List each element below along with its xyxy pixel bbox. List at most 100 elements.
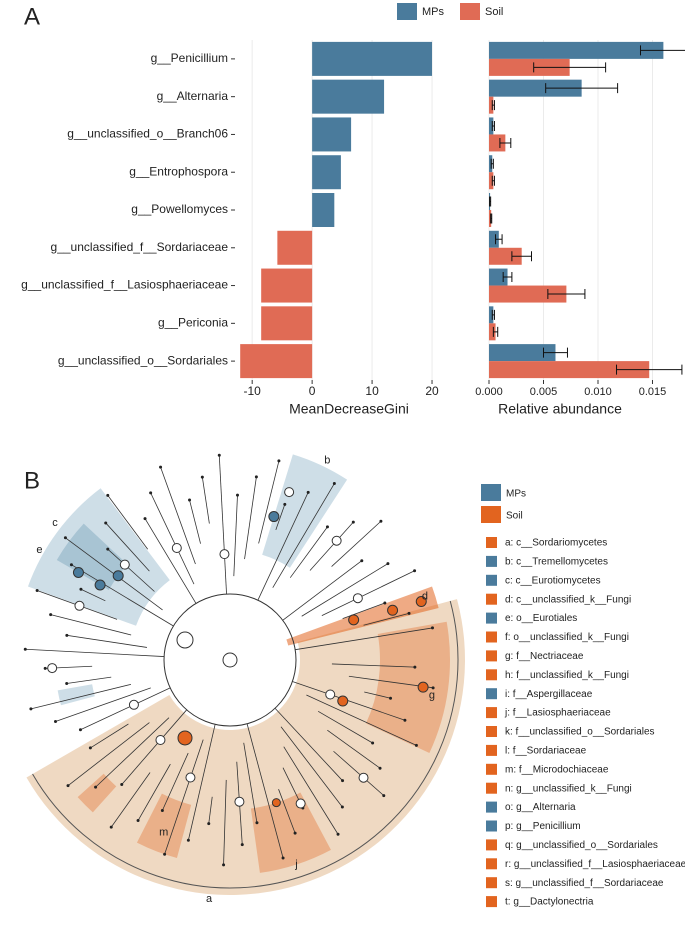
clade-node — [417, 681, 429, 693]
clade-node — [94, 579, 106, 591]
panel-label: A — [24, 3, 40, 30]
clade-swatch — [486, 612, 497, 624]
clade-node — [268, 511, 280, 523]
tip — [336, 832, 340, 836]
clade-letter: j — [294, 858, 297, 870]
branch — [292, 681, 406, 721]
y-tick-label: g__unclassified_o__Branch06 — [67, 127, 228, 141]
clade-shade — [56, 523, 128, 590]
clade-swatch — [486, 839, 497, 851]
tip — [35, 589, 39, 593]
node — [128, 699, 139, 710]
x-tick-label: 10 — [365, 384, 379, 398]
bar — [312, 79, 385, 114]
tip — [378, 766, 382, 770]
tip — [325, 525, 329, 529]
branch — [272, 483, 335, 588]
tip — [29, 707, 33, 711]
branch — [274, 707, 343, 781]
tip — [207, 822, 211, 826]
error-bar — [533, 62, 607, 73]
tip — [163, 852, 167, 856]
branch — [327, 729, 381, 769]
bar — [312, 117, 352, 152]
branch — [278, 789, 296, 834]
ring — [163, 593, 297, 727]
tip — [341, 779, 345, 783]
bar — [489, 285, 567, 303]
tip — [109, 825, 113, 829]
error-bar — [495, 234, 503, 245]
tip — [255, 821, 259, 825]
branch — [105, 522, 150, 572]
clade-swatch — [486, 763, 497, 775]
clade-letter: g — [429, 690, 435, 702]
clade-shade — [262, 454, 348, 568]
tip — [159, 465, 163, 469]
tip — [149, 491, 153, 495]
clade-shade — [365, 621, 450, 753]
branch — [257, 492, 309, 601]
bar — [489, 96, 494, 114]
tip — [281, 856, 285, 860]
tip — [94, 785, 98, 789]
tip — [79, 587, 83, 591]
branch — [71, 564, 174, 627]
error-bar — [492, 326, 499, 337]
legend-label: Soil — [506, 511, 523, 522]
bar — [489, 41, 664, 59]
tip — [403, 718, 407, 722]
error-bar — [491, 309, 495, 320]
error-bar — [502, 272, 513, 283]
legend-label: MPs — [422, 6, 445, 18]
clade-node — [72, 567, 84, 578]
branch — [306, 694, 417, 746]
clade-arc — [32, 600, 459, 889]
clade-shade — [286, 586, 439, 646]
branch — [201, 477, 210, 524]
clade-node — [177, 730, 193, 746]
branch — [282, 560, 363, 621]
bar — [489, 117, 494, 135]
x-tick-label: 0 — [309, 384, 316, 398]
clade-swatch — [486, 555, 497, 567]
tip — [160, 808, 164, 812]
bar — [489, 247, 522, 265]
tip — [88, 746, 92, 750]
error-bar — [491, 175, 495, 186]
node — [219, 549, 230, 560]
clade-letter: b — [324, 454, 330, 466]
error-bar — [639, 45, 685, 56]
clade-swatch — [486, 896, 497, 908]
branch — [187, 724, 216, 841]
tip — [54, 719, 58, 723]
clade-label: p: g__Penicillium — [505, 821, 581, 832]
clade-label: t: g__Dactylonectria — [505, 897, 594, 908]
bar — [489, 306, 494, 324]
tip — [431, 686, 435, 690]
clade-swatch — [486, 782, 497, 794]
clade-node — [337, 695, 349, 707]
branch — [90, 723, 129, 749]
error-bar — [616, 364, 683, 375]
clade-swatch — [486, 669, 497, 681]
panel-label: B — [24, 467, 40, 494]
tip — [222, 863, 226, 867]
x-tick-label: 0.000 — [475, 386, 503, 398]
error-bar — [542, 347, 568, 358]
branch — [189, 499, 201, 544]
clade-node — [387, 604, 399, 616]
clade-swatch — [486, 574, 497, 586]
clade-swatch — [486, 858, 497, 870]
branch — [110, 772, 151, 828]
clade-shade — [26, 599, 465, 895]
bar — [489, 155, 493, 173]
clade-swatch — [486, 801, 497, 813]
tip — [371, 741, 375, 745]
clade-label: j: f__Lasiosphaeriaceae — [504, 708, 611, 719]
clade-swatch — [486, 820, 497, 832]
error-bar — [547, 289, 586, 300]
branch — [80, 588, 106, 602]
legend-swatch — [481, 506, 501, 523]
branch — [243, 742, 258, 823]
